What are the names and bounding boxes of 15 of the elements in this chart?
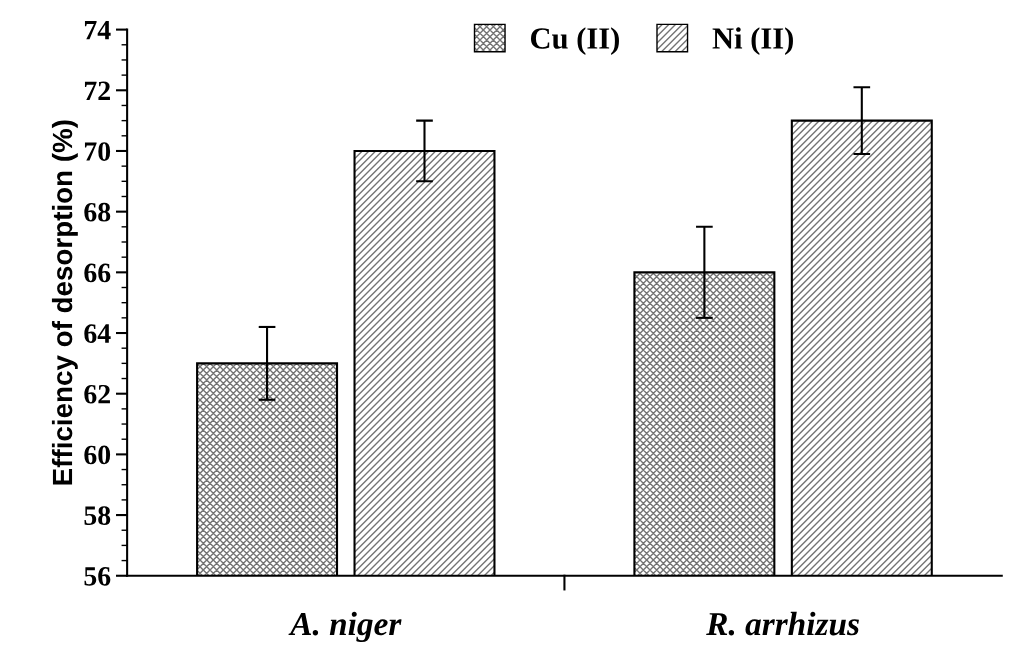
legend-label: Ni (II)	[712, 27, 793, 55]
y-tick-label: 70	[84, 142, 111, 161]
y-tick-label: 64	[84, 324, 111, 343]
y-tick-label: 74	[84, 20, 111, 40]
y-tick-label: 72	[84, 81, 110, 100]
y-tick-label: 68	[84, 202, 111, 222]
y-axis-title: Efficiency of desorption (%)	[51, 120, 78, 485]
y-tick-label: 66	[84, 263, 111, 283]
x-tick-label: A. niger	[288, 611, 402, 643]
y-tick-label: 62	[84, 384, 110, 404]
x-tick-label: R. arrhizus	[706, 611, 859, 636]
y-tick-label: 58	[84, 506, 111, 525]
y-tick-label: 56	[84, 566, 111, 586]
legend-label: Cu (II)	[530, 27, 619, 55]
y-tick-label: 60	[84, 445, 111, 465]
